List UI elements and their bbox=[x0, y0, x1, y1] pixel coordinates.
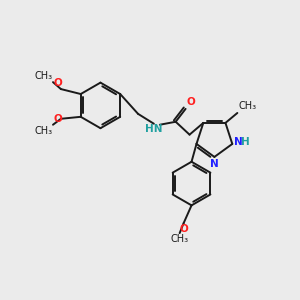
Text: N: N bbox=[234, 137, 243, 147]
Text: O: O bbox=[179, 224, 188, 234]
Text: CH₃: CH₃ bbox=[238, 101, 256, 111]
Text: O: O bbox=[53, 114, 62, 124]
Text: CH₃: CH₃ bbox=[35, 126, 53, 136]
Text: O: O bbox=[53, 78, 62, 88]
Text: O: O bbox=[187, 97, 195, 107]
Text: CH₃: CH₃ bbox=[35, 71, 53, 81]
Text: N: N bbox=[210, 159, 219, 169]
Text: H: H bbox=[241, 137, 250, 147]
Text: HN: HN bbox=[145, 124, 163, 134]
Text: CH₃: CH₃ bbox=[171, 234, 189, 244]
